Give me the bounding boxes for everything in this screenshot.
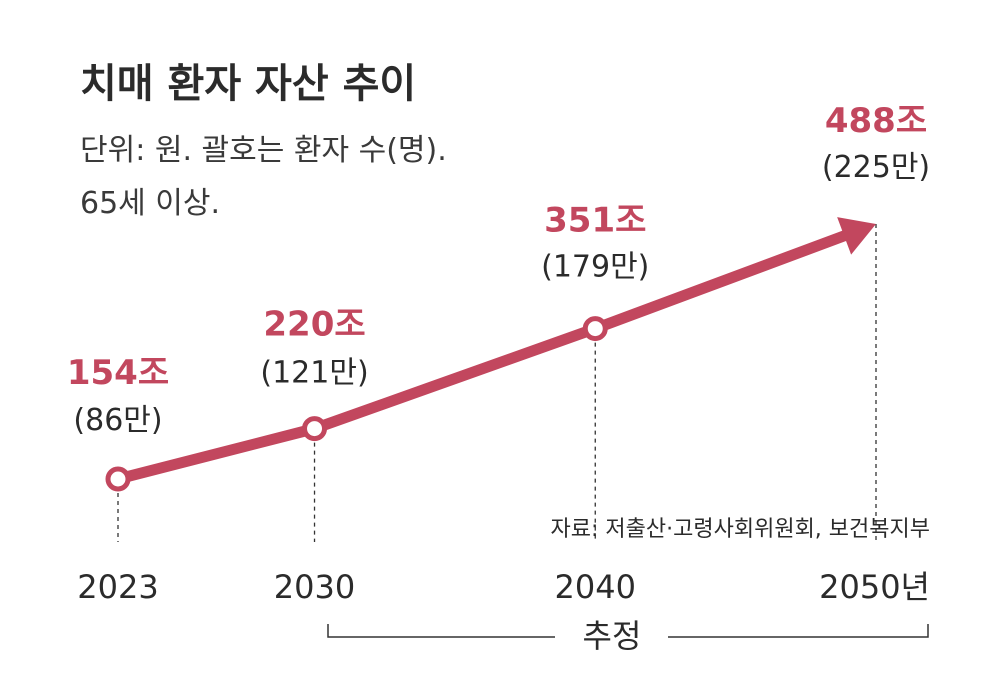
data-point-2030 xyxy=(302,416,328,442)
trend-arrowhead xyxy=(837,217,876,255)
value-label-2030: 220조 xyxy=(263,305,365,345)
patient-label-2030: (121만) xyxy=(260,356,368,391)
estimate-bracket-line xyxy=(327,624,929,638)
chart-subtitle-line1: 단위: 원. 괄호는 환자 수(명). xyxy=(80,133,447,168)
value-label-2040: 351조 xyxy=(544,201,646,241)
trend-line xyxy=(112,230,850,485)
chart-subtitle-line2: 65세 이상. xyxy=(80,186,220,221)
series-line xyxy=(112,217,876,485)
patient-label-2050: (225만) xyxy=(822,150,930,185)
estimate-label: 추정 xyxy=(583,617,642,655)
patient-label-2040: (179만) xyxy=(541,250,649,285)
data-points xyxy=(105,316,608,492)
data-point-2023 xyxy=(105,466,131,492)
x-axis-ticks: 2023 2030 2040 2050년 xyxy=(77,568,930,606)
patient-label-2023: (86만) xyxy=(73,403,162,438)
chart-title: 치매 환자 자산 추이 xyxy=(80,61,416,107)
x-tick-2050: 2050년 xyxy=(819,568,930,606)
drop-lines xyxy=(117,224,877,542)
value-label-2050: 488조 xyxy=(825,101,927,141)
source-note: 자료: 저출산·고령사회위원회, 보건복지부 xyxy=(551,517,930,542)
x-tick-2023: 2023 xyxy=(77,568,158,606)
data-point-2040 xyxy=(582,316,608,342)
value-label-2023: 154조 xyxy=(67,353,169,393)
data-labels: 154조 (86만) 220조 (121만) 351조 (179만) 488조 (225만) xyxy=(67,101,930,438)
x-tick-2030: 2030 xyxy=(274,568,355,606)
x-tick-2040: 2040 xyxy=(555,568,636,606)
estimate-bracket: 추정 xyxy=(327,617,929,655)
